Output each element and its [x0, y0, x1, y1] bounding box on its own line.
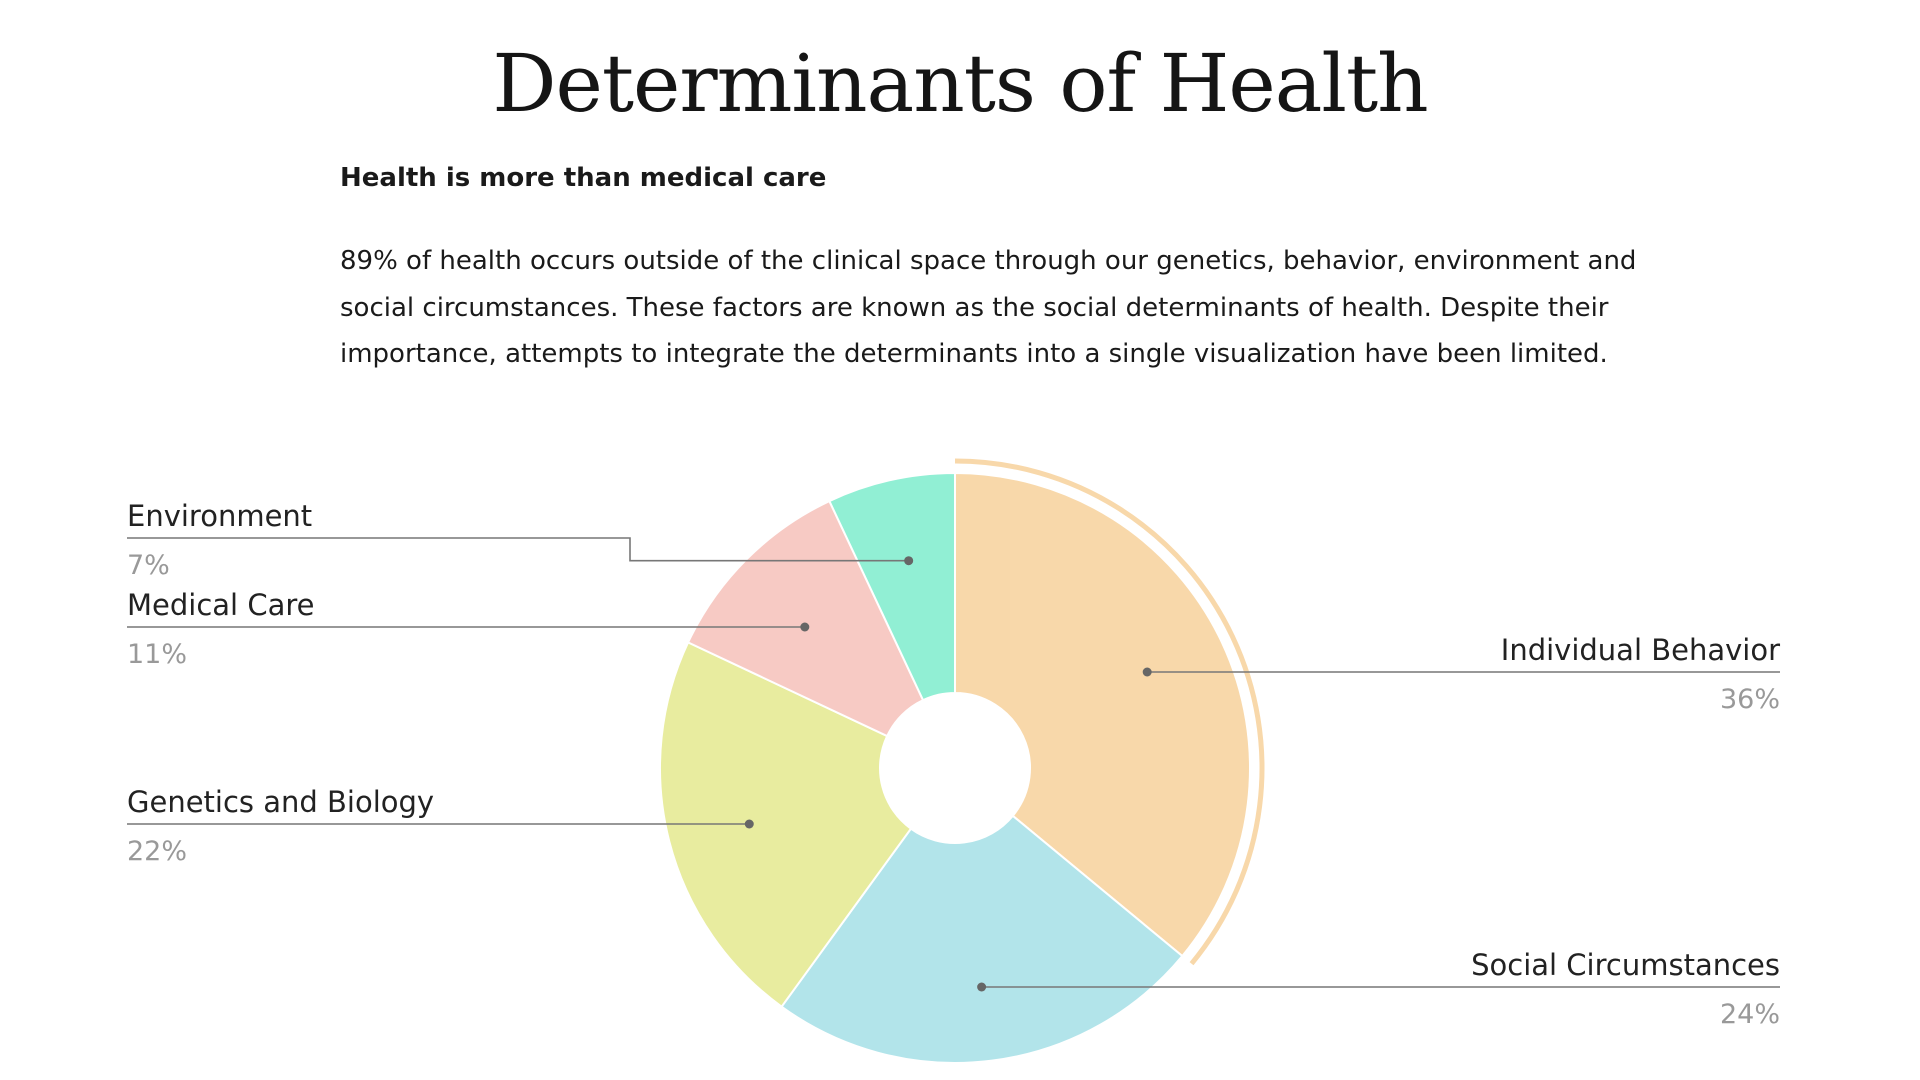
pie-slice-genetics-and-biology[interactable]	[659, 641, 913, 1009]
intro-paragraph: 89% of health occurs outside of the clin…	[340, 246, 1637, 369]
slice-label-genetics-and-biology: Genetics and Biology	[127, 785, 434, 819]
slice-label-environment: Environment	[127, 499, 312, 533]
slice-label-social-circumstances: Social Circumstances	[1471, 948, 1780, 982]
slice-value-individual-behavior: 36%	[1720, 684, 1780, 715]
slice-label-medical-care: Medical Care	[127, 588, 314, 622]
leader-line-environment	[127, 537, 909, 562]
slice-value-genetics-and-biology: 22%	[127, 836, 187, 867]
pie-labels: Individual Behavior 36% Social Circumstanc…	[127, 499, 1780, 1030]
leader-dot-social-circumstances	[977, 982, 987, 992]
pie-slice-environment[interactable]	[828, 471, 956, 702]
page-title: Determinants of Health	[492, 37, 1428, 130]
slice-value-medical-care: 11%	[127, 639, 187, 670]
pie-slice-individual-behavior[interactable]	[954, 471, 1251, 958]
slice-value-social-circumstances: 24%	[1720, 999, 1780, 1030]
pie-slice-social-circumstances[interactable]	[780, 814, 1184, 1064]
leader-dot-genetics-and-biology	[744, 819, 754, 829]
page-subtitle: Health is more than medical care	[340, 163, 827, 193]
leader-dot-individual-behavior	[1142, 667, 1152, 677]
leader-dot-environment	[904, 556, 914, 566]
highlight-arc-individual-behavior	[954, 458, 1265, 966]
slice-value-environment: 7%	[127, 550, 170, 581]
leader-dot-medical-care	[800, 622, 810, 632]
pie-slices	[659, 458, 1265, 1064]
pie-slice-medical-care[interactable]	[686, 499, 925, 738]
slice-label-individual-behavior: Individual Behavior	[1501, 633, 1780, 667]
